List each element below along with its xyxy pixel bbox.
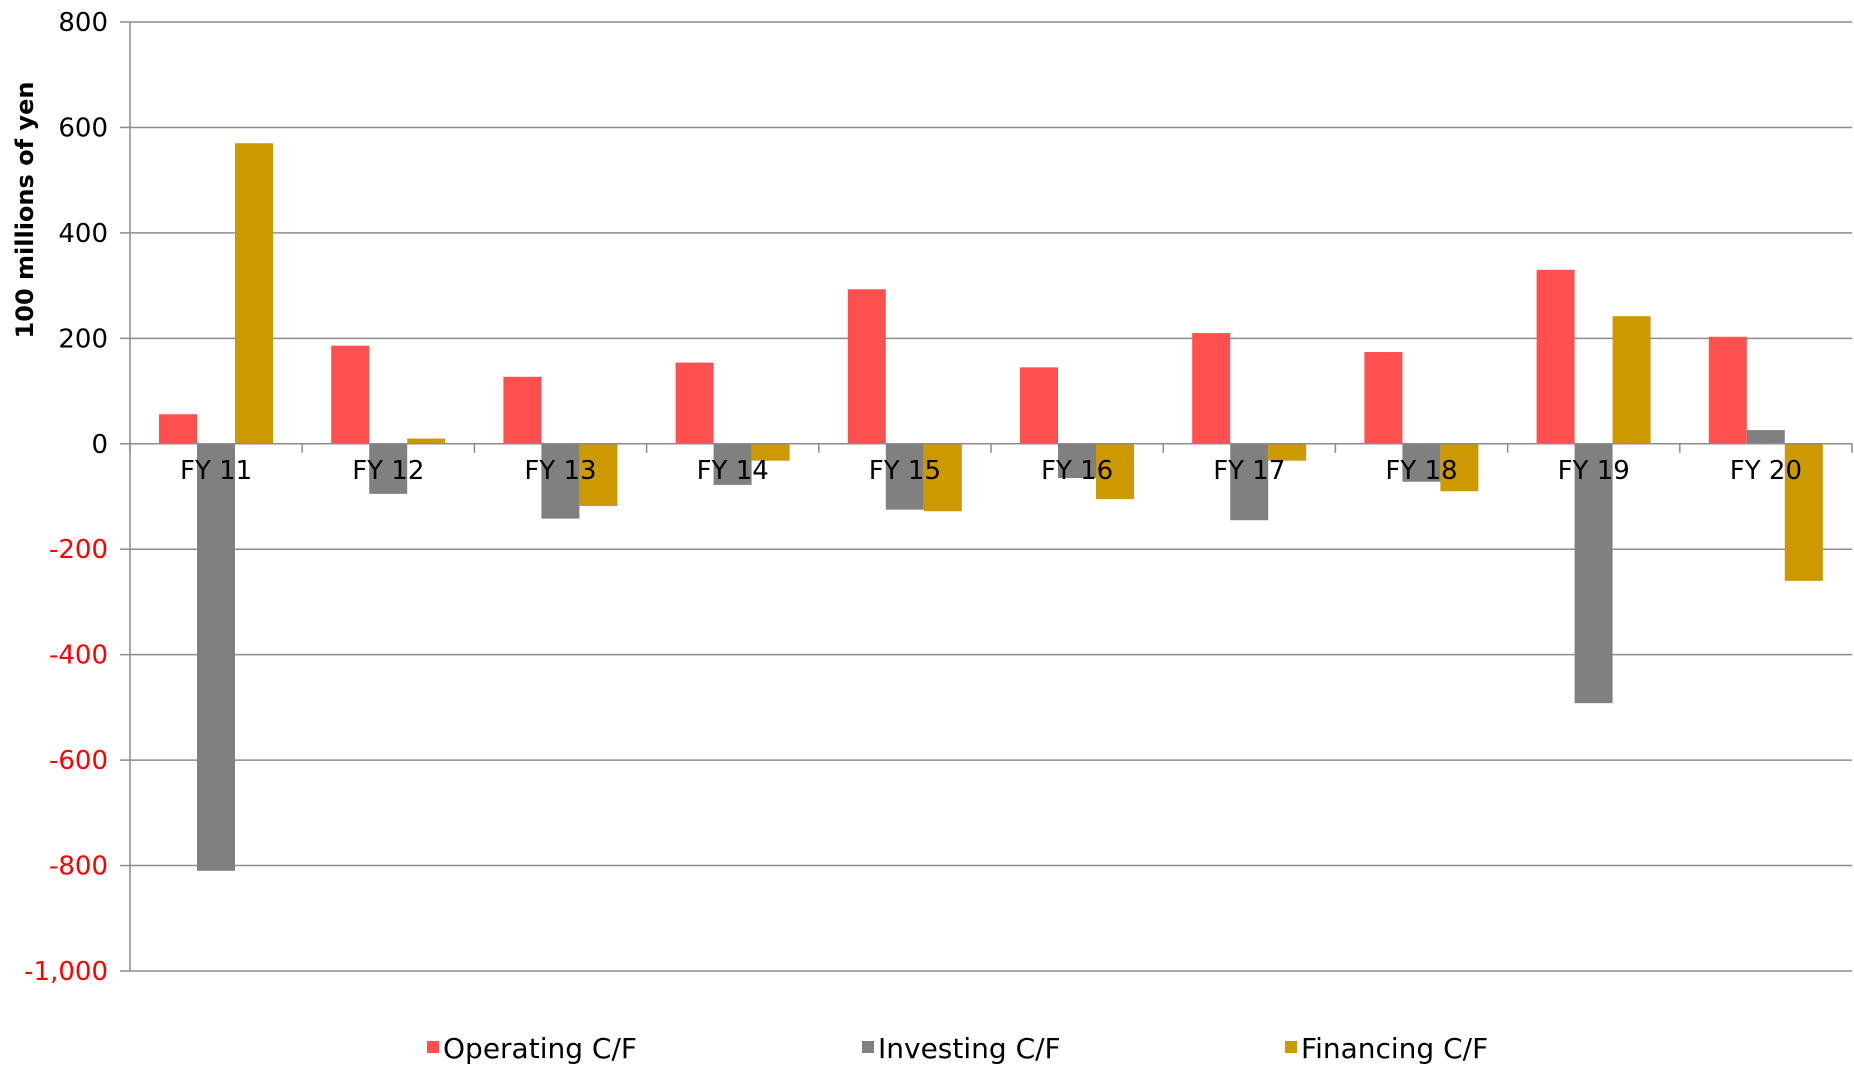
y-tick-label: 200	[58, 324, 108, 354]
legend-swatch	[1285, 1041, 1297, 1053]
x-tick-label: FY 19	[1558, 456, 1630, 486]
bar-financing-8	[1440, 443, 1479, 492]
bar-operating-5	[847, 289, 886, 444]
y-tick-label: 800	[58, 8, 108, 38]
x-tick-label: FY 17	[1213, 456, 1285, 486]
bar-operating-7	[1192, 333, 1231, 444]
bar-financing-6	[1096, 443, 1134, 500]
legend-label: Investing C/F	[878, 1032, 1061, 1065]
category-labels: FY 11 FY 12 FY 13 FY 14 FY 15 FY 16 FY 17 FY 18…	[180, 456, 1802, 486]
y-tick-label: -600	[49, 746, 108, 776]
bar-financing-4	[751, 443, 790, 461]
y-tick-label: 600	[58, 113, 108, 143]
x-tick-label: FY 12	[352, 456, 424, 486]
bar-financing-2	[407, 438, 446, 444]
bar-investing-1	[197, 443, 235, 871]
y-tick-label: -800	[49, 852, 108, 882]
bar-investing-6	[1058, 443, 1096, 479]
x-axis	[129, 443, 1853, 453]
x-tick-label: FY 18	[1385, 456, 1457, 486]
legend-label: Operating C/F	[443, 1032, 637, 1065]
bar-operating-4	[675, 362, 714, 444]
y-tick-label: -200	[49, 535, 108, 565]
legend-label: Financing C/F	[1301, 1032, 1488, 1065]
bar-financing-9	[1612, 316, 1651, 444]
y-axis-ticks: 800 600 400 200 0 -200 -400 -600 -800 -1,000	[24, 8, 131, 987]
bar-investing-5	[885, 443, 924, 510]
bar-investing-7	[1230, 443, 1269, 521]
bar-operating-10	[1708, 336, 1747, 444]
bar-operating-2	[331, 345, 370, 444]
y-tick-label: 400	[58, 219, 108, 249]
bar-investing-3	[541, 443, 580, 519]
bar-investing-2	[369, 443, 408, 494]
bar-investing-4	[713, 443, 752, 485]
bar-financing-7	[1268, 443, 1307, 461]
bar-investing-10	[1746, 430, 1785, 444]
bar-operating-6	[1020, 367, 1058, 444]
bar-financing-10	[1784, 443, 1823, 581]
legend-swatch	[427, 1041, 439, 1053]
legend-swatch	[862, 1041, 874, 1053]
bar-financing-1	[235, 143, 273, 444]
y-tick-label: 0	[91, 430, 108, 460]
x-tick-label: FY 13	[524, 456, 596, 486]
x-tick-label: FY 11	[180, 456, 252, 486]
bar-operating-1	[159, 414, 197, 444]
bar-investing-9	[1574, 443, 1613, 704]
bar-financing-3	[579, 443, 618, 506]
x-tick-label: FY 14	[697, 456, 769, 486]
bar-operating-9	[1536, 269, 1575, 444]
y-tick-label: -1,000	[24, 957, 108, 987]
x-tick-label: FY 20	[1730, 456, 1802, 486]
bar-operating-8	[1364, 352, 1403, 444]
bar-financing-5	[923, 443, 962, 512]
bar-investing-8	[1402, 443, 1441, 482]
x-tick-label: FY 15	[869, 456, 941, 486]
y-axis-label: 100 millions of yen	[11, 82, 39, 339]
bars	[159, 143, 1823, 871]
bar-operating-3	[503, 376, 542, 444]
y-tick-label: -400	[49, 641, 108, 671]
x-tick-label: FY 16	[1041, 456, 1113, 486]
legend: Operating C/F Investing C/F Financing C/F	[427, 1032, 1488, 1065]
